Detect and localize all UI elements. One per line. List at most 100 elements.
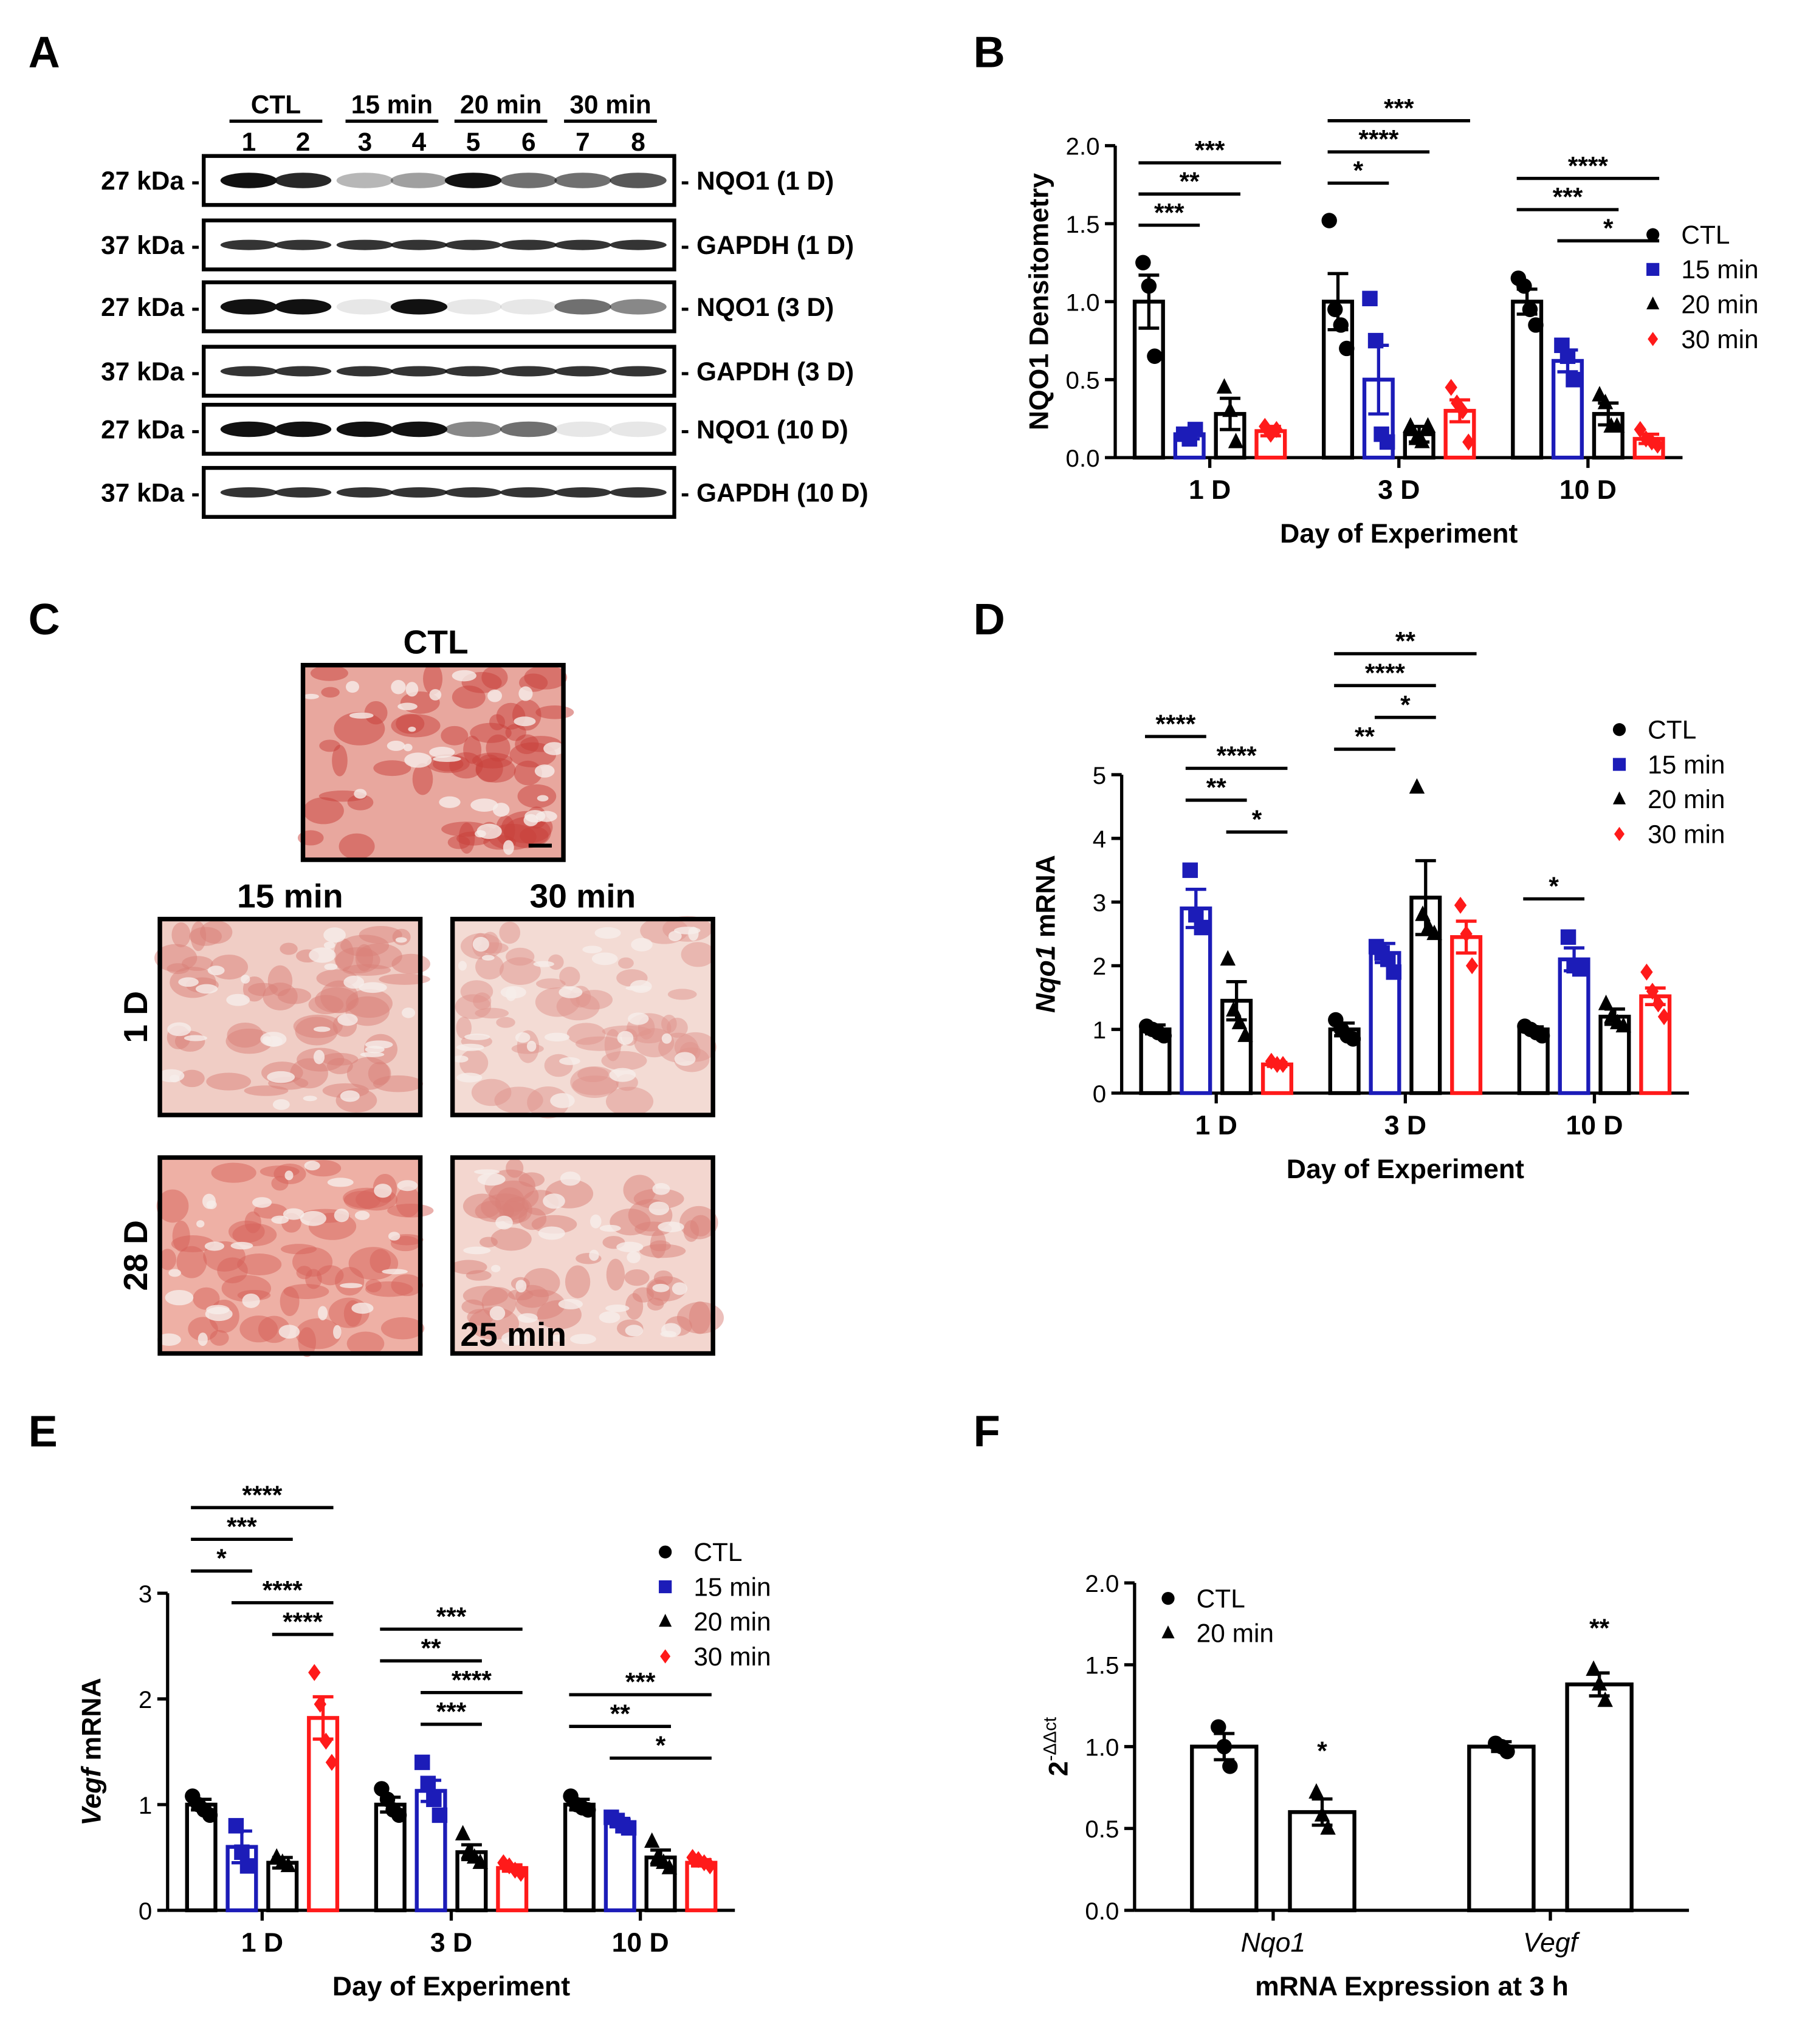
band	[220, 421, 278, 437]
lumen	[349, 712, 374, 719]
significance-label: **	[1355, 722, 1375, 751]
column-label: 15 min	[237, 877, 343, 915]
significance-label: ***	[436, 1697, 467, 1726]
lumen	[652, 1283, 670, 1292]
tissue-texture	[481, 666, 508, 689]
significance-label: ****	[452, 1665, 492, 1694]
y-axis-title-part: Nqo1	[1031, 945, 1061, 1013]
band	[336, 239, 394, 250]
lumen	[403, 744, 413, 752]
data-point	[426, 1791, 442, 1808]
lumen	[661, 1323, 681, 1338]
lumen	[333, 1325, 342, 1339]
significance-label: *	[1603, 214, 1614, 242]
lumen	[464, 1034, 490, 1040]
band	[274, 487, 332, 498]
tissue-texture	[308, 995, 344, 1015]
legend-label: 15 min	[693, 1572, 771, 1601]
x-tick-label: 3 D	[1378, 475, 1420, 505]
data-point	[1409, 778, 1425, 794]
tissue-texture	[681, 942, 715, 967]
data-point	[280, 1856, 297, 1873]
significance-label: *	[1353, 156, 1364, 185]
data-point	[1646, 983, 1659, 1000]
band	[444, 487, 502, 498]
lumen	[559, 1057, 580, 1065]
band	[220, 239, 278, 250]
y-axis-title-part: mRNA	[1031, 855, 1061, 945]
data-point	[1222, 401, 1238, 417]
lumen	[204, 1241, 225, 1251]
tissue-texture	[462, 1193, 501, 1219]
significance-label: ***	[1384, 94, 1414, 122]
data-point	[1156, 1027, 1172, 1044]
data-point	[1597, 394, 1614, 410]
lumen	[382, 1269, 408, 1275]
significance-label: ****	[242, 1481, 283, 1509]
data-point	[1211, 1719, 1226, 1735]
lumen	[300, 1210, 326, 1226]
lumen	[456, 1072, 483, 1083]
tissue-texture	[683, 1220, 700, 1242]
lumen	[550, 1093, 575, 1108]
lumen	[591, 952, 618, 965]
significance-label: ****	[1155, 710, 1196, 738]
data-point	[1534, 1027, 1550, 1044]
tissue-texture	[605, 1086, 654, 1116]
lumen	[648, 1201, 670, 1216]
tissue-texture	[280, 1286, 300, 1316]
data-point	[509, 1861, 521, 1879]
data-point	[1327, 301, 1343, 318]
lumen	[262, 1036, 272, 1044]
lumen	[463, 1246, 491, 1255]
tissue-texture	[570, 1066, 619, 1098]
lumen	[429, 747, 455, 758]
tissue-texture	[298, 1327, 316, 1357]
data-point	[1226, 1001, 1242, 1017]
panel-letter: A	[29, 28, 60, 77]
legend-marker	[1648, 332, 1659, 346]
lane-number: 4	[412, 128, 427, 156]
data-point	[1651, 436, 1664, 454]
tissue-texture	[447, 835, 470, 849]
significance-label: **	[610, 1699, 631, 1728]
row-right-label: - NQO1 (10 D)	[681, 415, 848, 444]
y-tick-label: 2.0	[1066, 133, 1100, 160]
lumen	[303, 693, 319, 699]
tissue-texture	[499, 957, 541, 986]
y-axis-title-part: -ΔΔct	[1040, 1716, 1060, 1761]
panel-letter: B	[974, 28, 1005, 77]
lumen	[360, 1052, 385, 1057]
data-point	[1559, 348, 1576, 365]
y-tick-label: 1.5	[1085, 1652, 1119, 1679]
y-tick-label: 1.0	[1066, 289, 1100, 316]
data-point	[1194, 919, 1210, 936]
legend-label: 30 min	[693, 1642, 771, 1671]
data-point	[1228, 433, 1244, 448]
tissue-texture	[623, 1175, 656, 1205]
x-axis-title: mRNA Expression at 3 h	[1255, 1972, 1569, 2001]
lumen	[490, 1264, 501, 1272]
data-point	[1499, 1743, 1515, 1760]
significance-label: *	[1252, 805, 1262, 834]
tissue-texture	[559, 966, 580, 987]
data-point	[1645, 433, 1659, 451]
data-point	[1640, 963, 1653, 981]
row-right-label: - GAPDH (10 D)	[681, 478, 868, 507]
tissue-texture	[466, 1270, 492, 1281]
significance-label: **	[1206, 773, 1227, 802]
significance-label: ****	[1358, 125, 1399, 154]
lumen	[439, 796, 461, 808]
tissue-texture	[514, 760, 542, 786]
lumen	[337, 1013, 358, 1026]
x-tick-label: Vegf	[1523, 1928, 1581, 1958]
tissue-texture	[456, 1017, 472, 1039]
bar	[1565, 1682, 1634, 1913]
x-tick-label: 3 D	[1384, 1111, 1426, 1140]
data-point	[1586, 1660, 1601, 1676]
tissue-texture	[625, 1293, 644, 1320]
lumen	[515, 1280, 527, 1293]
data-point	[1147, 348, 1163, 365]
band	[220, 299, 278, 315]
tissue-texture	[536, 978, 566, 989]
